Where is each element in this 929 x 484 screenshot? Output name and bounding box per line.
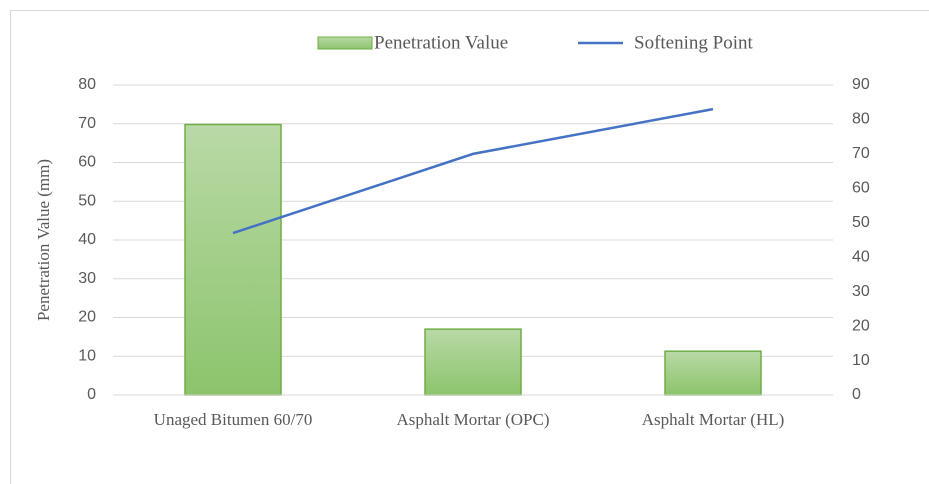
y-axis-title: Penetration Value (mm) — [34, 159, 53, 321]
y-tick-label: 70 — [78, 115, 96, 132]
legend-label: Penetration Value — [374, 32, 508, 53]
y-tick-label: 80 — [78, 76, 96, 93]
y2-tick-label: 20 — [852, 317, 870, 334]
line — [232, 107, 714, 235]
y2-tick-label: 90 — [852, 76, 870, 93]
y2-tick-label: 40 — [852, 248, 870, 265]
y2-tick-label: 30 — [852, 283, 870, 300]
y2-tick-label: 0 — [852, 386, 861, 403]
y-tick-label: 20 — [78, 309, 96, 326]
x-tick-label: Asphalt Mortar (HL) — [642, 410, 785, 429]
legend-swatch — [317, 36, 373, 50]
chart-frame — [10, 10, 929, 484]
y2-tick-label: 50 — [852, 214, 870, 231]
x-tick-label: Asphalt Mortar (OPC) — [397, 410, 550, 429]
y-tick-label: 40 — [78, 231, 96, 248]
legend-label: Softening Point — [634, 32, 753, 53]
y2-tick-label: 80 — [852, 111, 870, 128]
y2-tick-label: 60 — [852, 180, 870, 197]
x-tick-label: Unaged Bitumen 60/70 — [154, 410, 313, 429]
y2-tick-label: 10 — [852, 352, 870, 369]
y2-tick-label: 70 — [852, 145, 870, 162]
y-tick-label: 50 — [78, 192, 96, 209]
bar — [184, 123, 282, 396]
y-tick-label: 10 — [78, 347, 96, 364]
bar — [664, 350, 762, 396]
y-tick-label: 60 — [78, 154, 96, 171]
y-tick-label: 0 — [87, 386, 96, 403]
y-tick-label: 30 — [78, 270, 96, 287]
bar — [424, 328, 522, 396]
